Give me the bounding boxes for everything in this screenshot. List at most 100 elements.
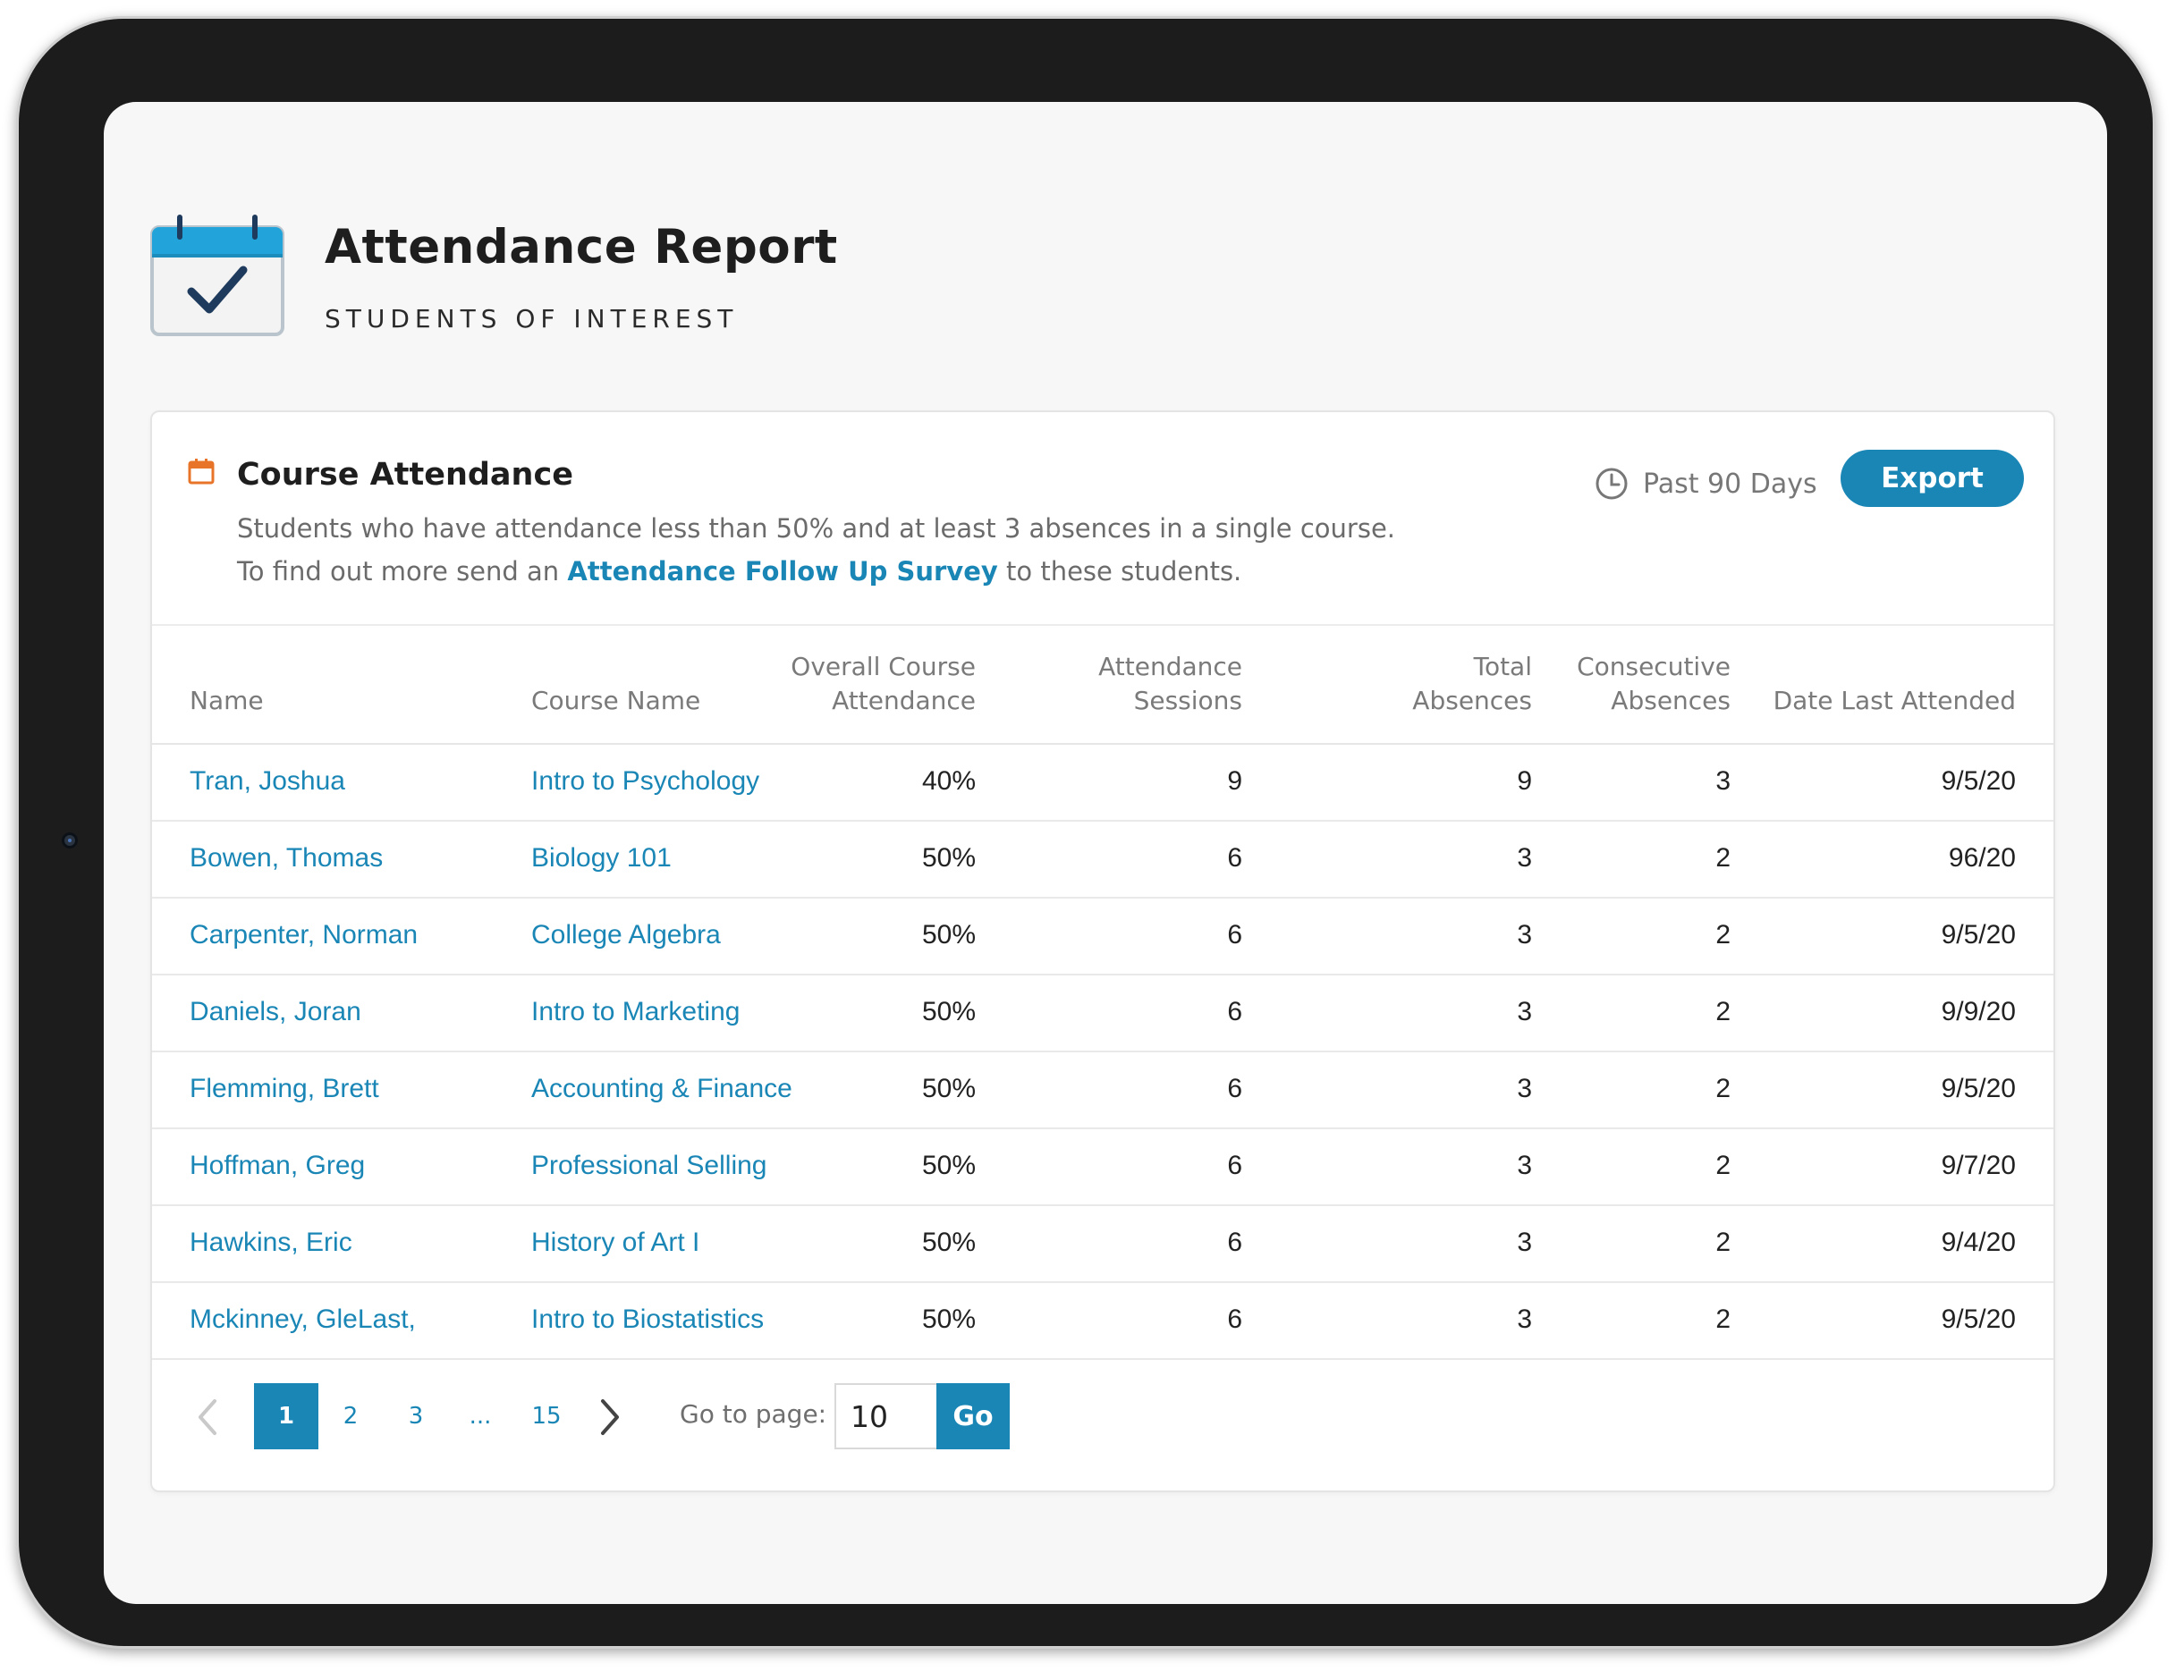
- timeframe-label: Past 90 Days: [1643, 468, 1817, 500]
- page-button-2[interactable]: 2: [343, 1403, 359, 1430]
- date-last-attended-cell: 9/7/20: [1941, 1151, 2016, 1180]
- column-header-date-last-attended[interactable]: Date Last Attended: [1773, 686, 2016, 715]
- student-name-link[interactable]: Daniels, Joran: [190, 997, 361, 1026]
- student-name-link[interactable]: Bowen, Thomas: [190, 843, 384, 873]
- course-name-link[interactable]: College Algebra: [531, 920, 721, 950]
- student-name-link[interactable]: Hoffman, Greg: [190, 1151, 366, 1180]
- course-name-link[interactable]: History of Art I: [531, 1228, 700, 1257]
- student-name-link[interactable]: Flemming, Brett: [190, 1074, 379, 1103]
- sessions-cell: 6: [1227, 920, 1242, 950]
- consecutive-absences-cell: 2: [1715, 1304, 1731, 1334]
- table-row: Hoffman, Greg Professional Selling 50% 6…: [152, 1129, 2053, 1206]
- course-name-link[interactable]: Professional Selling: [531, 1151, 767, 1180]
- page-ellipsis: ...: [469, 1403, 492, 1430]
- student-name-link[interactable]: Tran, Joshua: [190, 766, 345, 796]
- export-button[interactable]: Export: [1841, 450, 2024, 507]
- go-button[interactable]: Go: [936, 1383, 1010, 1449]
- column-header-name[interactable]: Name: [190, 686, 264, 715]
- course-attendance-card: Course Attendance Students who have atte…: [150, 410, 2055, 1492]
- attendance-cell: 50%: [921, 920, 976, 950]
- table-row: Flemming, Brett Accounting & Finance 50%…: [152, 1052, 2053, 1129]
- column-header-attendance-line2: Attendance: [832, 686, 976, 715]
- total-absences-cell: 3: [1517, 1151, 1532, 1180]
- calendar-check-icon: [150, 215, 284, 336]
- total-absences-cell: 3: [1517, 1304, 1532, 1334]
- column-header-sessions-line1: Attendance: [1098, 652, 1242, 681]
- sessions-cell: 6: [1227, 1074, 1242, 1103]
- student-name-link[interactable]: Carpenter, Norman: [190, 920, 419, 950]
- page-subtitle: STUDENTS OF INTEREST: [325, 304, 739, 333]
- page-button-15[interactable]: 15: [531, 1403, 562, 1430]
- date-last-attended-cell: 9/5/20: [1941, 1304, 2016, 1334]
- column-header-attendance[interactable]: Overall Course Attendance: [791, 650, 976, 718]
- table-row: Bowen, Thomas Biology 101 50% 6 3 2 96/2…: [152, 822, 2053, 899]
- student-name-link[interactable]: Mckinney, GleLast,: [190, 1304, 416, 1334]
- attendance-cell: 50%: [921, 1074, 976, 1103]
- page-button-1[interactable]: 1: [254, 1383, 318, 1449]
- sessions-cell: 6: [1227, 843, 1242, 873]
- consecutive-absences-cell: 2: [1715, 997, 1731, 1026]
- consecutive-absences-cell: 2: [1715, 843, 1731, 873]
- camera-icon: [62, 832, 78, 848]
- table-row: Daniels, Joran Intro to Marketing 50% 6 …: [152, 975, 2053, 1052]
- course-name-link[interactable]: Intro to Marketing: [531, 997, 741, 1026]
- consecutive-absences-cell: 2: [1715, 920, 1731, 950]
- column-header-consecutive-absences[interactable]: Consecutive Absences: [1577, 650, 1731, 718]
- column-header-consecutive-line2: Absences: [1611, 686, 1731, 715]
- total-absences-cell: 3: [1517, 920, 1532, 950]
- consecutive-absences-cell: 3: [1715, 766, 1731, 796]
- goto-page-input[interactable]: [834, 1383, 936, 1449]
- description-suffix: to these students.: [997, 556, 1242, 587]
- total-absences-cell: 3: [1517, 997, 1532, 1026]
- column-header-attendance-line1: Overall Course: [791, 652, 976, 681]
- screen: Attendance Report STUDENTS OF INTEREST C…: [104, 102, 2107, 1604]
- table-row: Carpenter, Norman College Algebra 50% 6 …: [152, 899, 2053, 975]
- attendance-cell: 50%: [921, 843, 976, 873]
- column-header-total-absences[interactable]: Total Absences: [1412, 650, 1532, 718]
- course-name-link[interactable]: Intro to Biostatistics: [531, 1304, 765, 1334]
- course-name-link[interactable]: Accounting & Finance: [531, 1074, 792, 1103]
- column-header-sessions-line2: Sessions: [1133, 686, 1242, 715]
- sessions-cell: 6: [1227, 997, 1242, 1026]
- attendance-cell: 50%: [921, 1304, 976, 1334]
- description-line-2: To find out more send an Attendance Foll…: [237, 550, 1395, 593]
- follow-up-survey-link[interactable]: Attendance Follow Up Survey: [567, 556, 998, 587]
- tablet-frame: Attendance Report STUDENTS OF INTEREST C…: [16, 16, 2155, 1649]
- total-absences-cell: 3: [1517, 1074, 1532, 1103]
- sessions-cell: 6: [1227, 1228, 1242, 1257]
- timeframe-selector[interactable]: Past 90 Days: [1595, 466, 1817, 502]
- course-name-link[interactable]: Biology 101: [531, 843, 672, 873]
- sessions-cell: 6: [1227, 1151, 1242, 1180]
- attendance-cell: 40%: [921, 766, 976, 796]
- consecutive-absences-cell: 2: [1715, 1074, 1731, 1103]
- column-header-total-line2: Absences: [1412, 686, 1532, 715]
- date-last-attended-cell: 96/20: [1948, 843, 2016, 873]
- date-last-attended-cell: 9/5/20: [1941, 1074, 2016, 1103]
- consecutive-absences-cell: 2: [1715, 1228, 1731, 1257]
- course-name-link[interactable]: Intro to Psychology: [531, 766, 760, 796]
- table-row: Tran, Joshua Intro to Psychology 40% 9 9…: [152, 745, 2053, 822]
- column-header-course[interactable]: Course Name: [531, 686, 701, 715]
- column-header-sessions[interactable]: Attendance Sessions: [1098, 650, 1242, 718]
- attendance-cell: 50%: [921, 1228, 976, 1257]
- total-absences-cell: 9: [1517, 766, 1532, 796]
- table-row: Mckinney, GleLast, Intro to Biostatistic…: [152, 1283, 2053, 1360]
- student-name-link[interactable]: Hawkins, Eric: [190, 1228, 352, 1257]
- column-header-consecutive-line1: Consecutive: [1577, 652, 1731, 681]
- page-button-3[interactable]: 3: [408, 1403, 424, 1430]
- sessions-cell: 9: [1227, 766, 1242, 796]
- description-line-1: Students who have attendance less than 5…: [237, 513, 1396, 544]
- divider: [152, 624, 2053, 626]
- attendance-cell: 50%: [921, 1151, 976, 1180]
- chevron-right-icon[interactable]: [588, 1390, 633, 1444]
- date-last-attended-cell: 9/4/20: [1941, 1228, 2016, 1257]
- chevron-left-icon[interactable]: [184, 1390, 229, 1444]
- consecutive-absences-cell: 2: [1715, 1151, 1731, 1180]
- goto-page-label: Go to page:: [680, 1399, 827, 1429]
- total-absences-cell: 3: [1517, 843, 1532, 873]
- table-row: Hawkins, Eric History of Art I 50% 6 3 2…: [152, 1206, 2053, 1283]
- clock-icon: [1596, 468, 1628, 500]
- attendance-cell: 50%: [921, 997, 976, 1026]
- calendar-icon: [188, 459, 215, 485]
- description-prefix: To find out more send an: [237, 556, 568, 587]
